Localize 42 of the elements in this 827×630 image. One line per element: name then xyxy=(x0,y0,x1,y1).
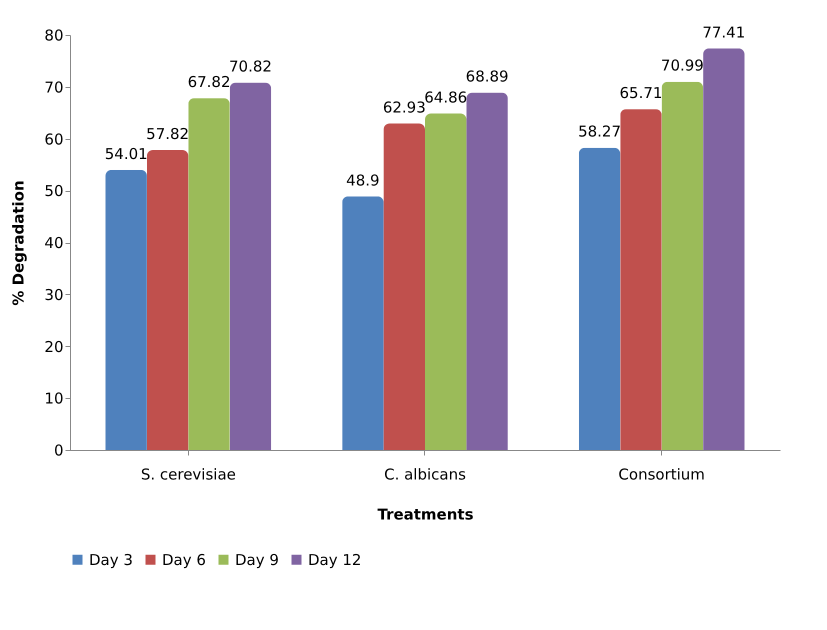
data-label: 77.41 xyxy=(702,23,746,42)
bar xyxy=(230,82,272,450)
bar xyxy=(188,98,230,450)
legend-label: Day 3 xyxy=(89,550,133,569)
x-tick-label: C. albicans xyxy=(384,466,466,484)
data-label: 62.93 xyxy=(382,98,426,117)
y-tick-label: 10 xyxy=(44,390,64,408)
x-tick-label: S. cerevisiae xyxy=(140,466,236,484)
bar xyxy=(578,148,620,450)
x-axis-title: Treatments xyxy=(377,506,474,524)
data-label: 57.82 xyxy=(146,125,190,144)
y-tick-label: 20 xyxy=(44,338,64,356)
y-tick-label: 80 xyxy=(44,26,64,44)
y-tick-label: 0 xyxy=(54,442,64,460)
data-label: 67.82 xyxy=(188,73,231,92)
data-label: 64.86 xyxy=(424,88,468,107)
data-label: 58.27 xyxy=(578,122,622,141)
data-label: 48.9 xyxy=(346,171,380,190)
legend-label: Day 9 xyxy=(235,550,279,569)
y-tick-label: 40 xyxy=(44,234,64,252)
x-tick-label: Consortium xyxy=(618,466,705,484)
y-tick-label: 70 xyxy=(44,78,64,96)
data-label: 70.99 xyxy=(660,56,704,75)
data-label: 65.71 xyxy=(619,84,662,102)
legend-label: Day 12 xyxy=(308,550,362,569)
bar xyxy=(425,114,466,450)
bar xyxy=(146,150,188,450)
y-axis-title: % Degradation xyxy=(9,180,28,306)
y-tick-label: 60 xyxy=(44,130,64,148)
y-tick-label: 30 xyxy=(44,286,64,304)
data-label: 70.82 xyxy=(228,58,272,76)
legend-label: Day 6 xyxy=(162,550,206,569)
bar xyxy=(703,48,744,450)
bar xyxy=(662,82,704,450)
bar xyxy=(466,92,508,450)
y-tick-label: 50 xyxy=(44,182,64,200)
data-label: 68.89 xyxy=(466,68,509,86)
data-label: 54.01 xyxy=(104,144,148,163)
bar xyxy=(106,170,147,450)
bar xyxy=(342,196,384,450)
bar xyxy=(620,109,662,450)
bar xyxy=(384,124,425,450)
